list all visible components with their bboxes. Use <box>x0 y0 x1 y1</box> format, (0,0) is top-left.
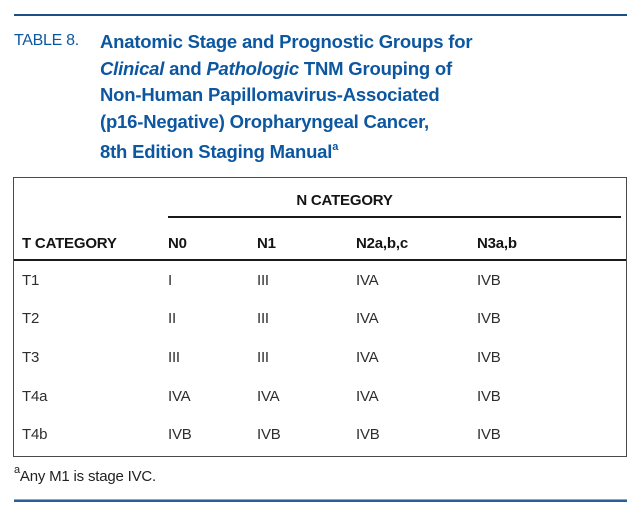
col-header-n0: N0 <box>168 235 187 252</box>
stage-cell: I <box>168 271 172 289</box>
title-footnote-marker: a <box>332 141 339 153</box>
row-label: T4b <box>22 426 48 444</box>
col-header-t-category: T CATEGORY <box>22 235 117 252</box>
stage-cell: IVB <box>477 348 501 366</box>
stage-cell: IVB <box>168 426 192 444</box>
stage-cell: IVA <box>257 387 280 405</box>
stage-cell: III <box>257 271 269 289</box>
stage-cell: IVB <box>356 426 380 444</box>
title-line-2: Clinical and Pathologic TNM Grouping of <box>100 56 472 83</box>
bottom-rule <box>14 499 627 502</box>
stage-cell: II <box>168 310 176 328</box>
table-number-label: TABLE 8. <box>14 32 79 49</box>
stage-cell: IVA <box>356 387 379 405</box>
stage-cell: IVA <box>356 348 379 366</box>
title-italic-clinical: Clinical <box>100 57 165 79</box>
stage-cell: III <box>257 348 269 366</box>
title-line-4: (p16-Negative) Oropharyngeal Cancer, <box>100 110 429 132</box>
title-line-2-rest: TNM Grouping of <box>298 57 452 79</box>
n-category-span-row: N CATEGORY <box>14 178 626 218</box>
title-italic-pathologic: Pathologic <box>206 57 299 79</box>
stage-cell: IVB <box>257 426 281 444</box>
col-header-n2abc: N2a,b,c <box>356 235 408 252</box>
stage-cell: III <box>257 310 269 328</box>
stage-cell: IVA <box>356 310 379 328</box>
stage-table: N CATEGORY T CATEGORY N0 N1 N2a,b,c N3a,… <box>13 177 627 457</box>
table-row: T2 II III IVA IVB <box>14 300 626 339</box>
col-header-n3ab: N3a,b <box>477 235 517 252</box>
n-category-span-header: N CATEGORY <box>296 192 393 209</box>
title-line-2-mid: and <box>164 57 207 79</box>
stage-cell: IVB <box>477 271 501 289</box>
col-header-n1: N1 <box>257 235 276 252</box>
n-category-underline <box>168 216 621 218</box>
row-label: T1 <box>22 271 40 289</box>
title-line-1: Anatomic Stage and Prognostic Groups for <box>100 31 473 52</box>
table-body: T1 I III IVA IVB T2 II III IVA IVB T3 II… <box>14 261 626 454</box>
table-row: T4b IVB IVB IVB IVB <box>14 415 626 454</box>
stage-cell: IVA <box>168 387 191 405</box>
table-row: T3 III III IVA IVB <box>14 338 626 377</box>
stage-cell: IVB <box>477 310 501 328</box>
table-row: T1 I III IVA IVB <box>14 261 626 300</box>
row-label: T4a <box>22 387 48 405</box>
stage-cell: IVA <box>356 271 379 289</box>
title-line-5-text: 8th Edition Staging Manual <box>100 141 333 163</box>
top-rule <box>14 14 627 16</box>
table-header-block: TABLE 8. Anatomic Stage and Prognostic G… <box>14 29 627 166</box>
footnote-text: Any M1 is stage IVC. <box>19 468 156 485</box>
table-title: Anatomic Stage and Prognostic Groups for… <box>100 29 473 166</box>
title-line-5: 8th Edition Staging Manuala <box>100 135 472 166</box>
stage-cell: III <box>168 348 180 366</box>
title-line-3: Non-Human Papillomavirus-Associated <box>100 84 440 105</box>
column-header-row: T CATEGORY N0 N1 N2a,b,c N3a,b <box>14 218 626 261</box>
footnote-marker: a <box>14 464 20 476</box>
row-label: T3 <box>22 348 40 366</box>
row-label: T2 <box>22 310 40 328</box>
stage-cell: IVB <box>477 426 501 444</box>
table-row: T4a IVA IVA IVA IVB <box>14 377 626 416</box>
stage-cell: IVB <box>477 387 501 405</box>
table-footnote: aAny M1 is stage IVC. <box>14 464 156 485</box>
